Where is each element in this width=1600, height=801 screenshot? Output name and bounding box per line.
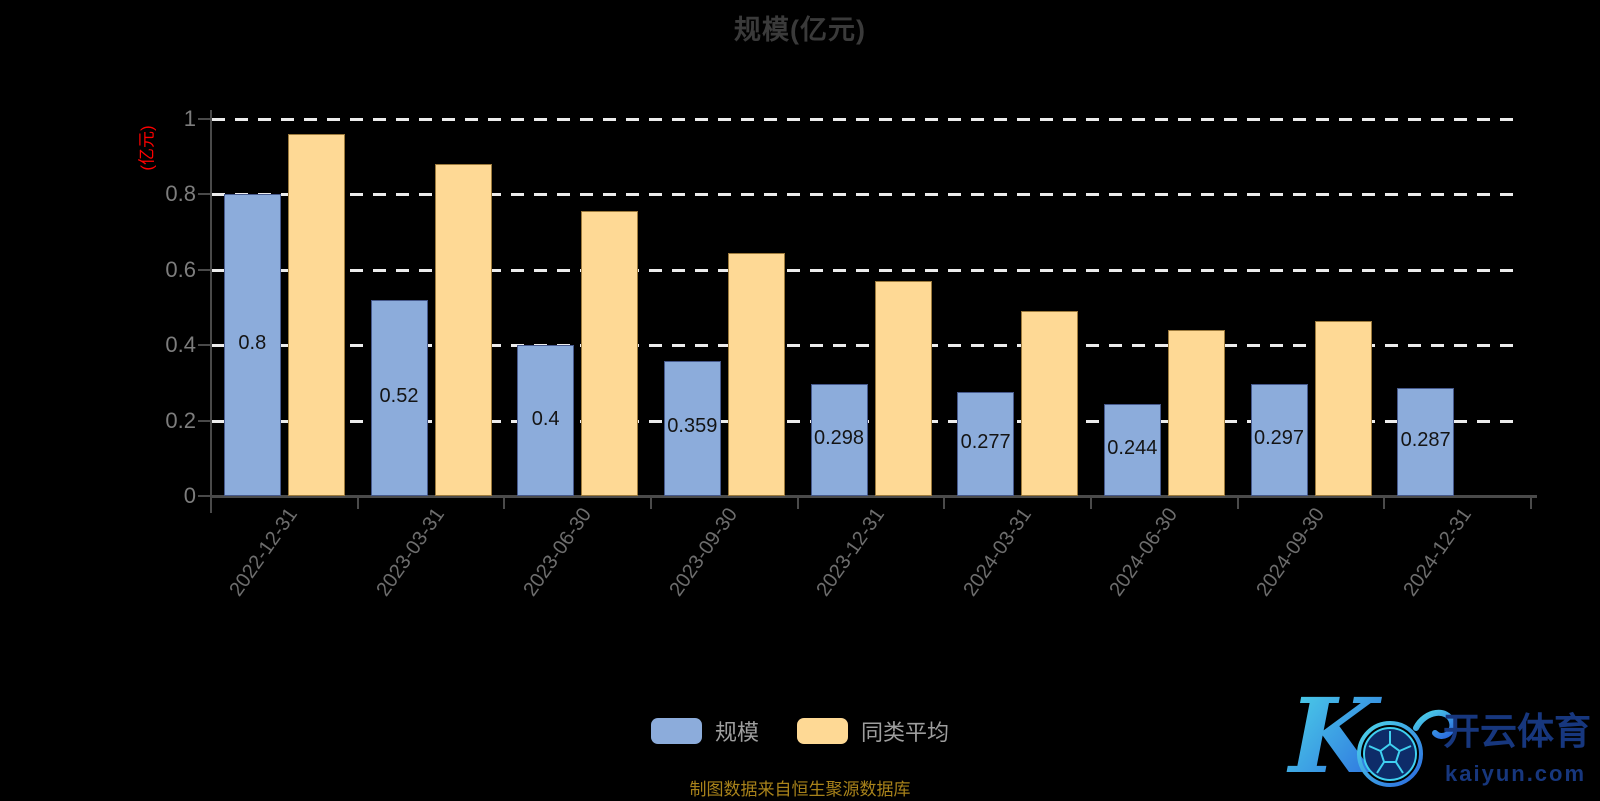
y-axis-tick-label: 0.8 xyxy=(165,181,196,207)
bar-peer-average xyxy=(581,211,639,496)
bar-scale xyxy=(1397,387,1455,496)
y-axis-tick xyxy=(198,344,210,347)
y-axis-line xyxy=(210,110,212,513)
legend-label-scale: 规模 xyxy=(714,720,759,745)
bar-peer-average xyxy=(874,281,932,496)
bar-scale xyxy=(223,194,281,496)
bar-peer-average xyxy=(1314,320,1372,496)
bar-value-label: 0.297 xyxy=(1253,427,1305,449)
legend-swatch-scale xyxy=(650,718,702,744)
y-axis-tick xyxy=(198,419,210,422)
gridline-0.8 xyxy=(212,193,1520,197)
bar-peer-average xyxy=(1167,330,1225,496)
x-axis-tick xyxy=(356,498,359,509)
x-axis-tick xyxy=(650,498,652,509)
bar-value-label: 0.8 xyxy=(238,332,267,355)
bar-value-label: 0.359 xyxy=(667,415,718,438)
legend-item-scale[interactable]: 规模 xyxy=(650,715,759,747)
x-axis-tick xyxy=(1090,498,1092,509)
logo-swirl xyxy=(1413,710,1456,739)
bar-scale xyxy=(517,345,575,496)
y-axis-tick xyxy=(198,268,210,271)
logo-brand-url: kaiyun.com xyxy=(1445,761,1586,786)
x-axis-category-label: 2023-03-31 xyxy=(372,504,450,601)
bar-peer-average xyxy=(287,134,345,496)
y-axis-tick xyxy=(198,118,210,120)
x-axis-tick xyxy=(1383,498,1386,509)
legend-swatch-peer-average xyxy=(797,718,848,744)
bar-scale xyxy=(810,383,868,496)
x-axis-category-label: 2022-12-31 xyxy=(225,504,303,601)
x-axis-category-label: 2024-06-30 xyxy=(1105,504,1183,601)
bar-scale xyxy=(1250,384,1308,496)
x-axis-tick xyxy=(503,498,506,509)
kaiyun-logo[interactable]: K 开云体育 kaiyun.com xyxy=(1285,670,1597,797)
y-axis-tick xyxy=(198,495,210,497)
bar-scale xyxy=(957,391,1015,496)
x-axis-tick xyxy=(943,498,946,509)
x-axis-tick xyxy=(1530,498,1532,509)
x-axis-category-label: 2023-09-30 xyxy=(665,504,743,601)
gridline-0.4 xyxy=(212,344,1520,348)
x-axis-tick xyxy=(210,498,212,509)
y-axis-tick-label: 0 xyxy=(183,483,196,508)
gridline-1 xyxy=(212,118,1520,121)
data-source-note: 制图数据来自恒生聚源数据库 xyxy=(689,780,911,799)
bar-peer-average xyxy=(1021,311,1079,496)
bar-value-label: 0.298 xyxy=(813,426,865,449)
logo-brand-cn: 开云体育 xyxy=(1443,711,1591,752)
x-axis-category-label: 2023-06-30 xyxy=(518,504,596,601)
x-axis-tick xyxy=(796,498,799,509)
kaiyun-logo-graphic: K 开云体育 kaiyun.com xyxy=(1286,676,1591,797)
bar-scale xyxy=(370,299,428,496)
bar-value-label: 0.244 xyxy=(1107,437,1158,459)
bar-scale xyxy=(1103,404,1161,496)
y-axis-tick-label: 0.4 xyxy=(165,332,196,358)
chart-legend: 规模 同类平均 xyxy=(0,714,1600,748)
soccer-ball-icon xyxy=(1357,710,1456,787)
y-axis-tick-label: 1 xyxy=(183,106,196,131)
y-axis-tick-label: 0.2 xyxy=(165,407,196,433)
gridline-0.6 xyxy=(212,268,1520,272)
bar-value-label: 0.287 xyxy=(1400,428,1451,451)
y-axis-tick-label: 0.6 xyxy=(165,256,196,282)
x-axis-line xyxy=(210,495,1537,498)
x-axis-category-label: 2023-12-31 xyxy=(812,504,890,601)
x-axis-category-label: 2024-03-31 xyxy=(958,504,1036,601)
legend-label-peer-average: 同类平均 xyxy=(861,720,950,745)
legend-item-peer-average[interactable]: 同类平均 xyxy=(797,715,949,747)
chart-title: 规模(亿元) xyxy=(734,15,866,45)
bar-value-label: 0.4 xyxy=(531,407,560,430)
bar-value-label: 0.277 xyxy=(960,430,1011,453)
x-axis-tick xyxy=(1236,498,1239,509)
y-axis-tick xyxy=(198,193,210,196)
bar-scale xyxy=(663,360,721,496)
bar-peer-average xyxy=(727,252,785,496)
bar-value-label: 0.52 xyxy=(379,384,419,407)
bar-peer-average xyxy=(434,164,492,496)
